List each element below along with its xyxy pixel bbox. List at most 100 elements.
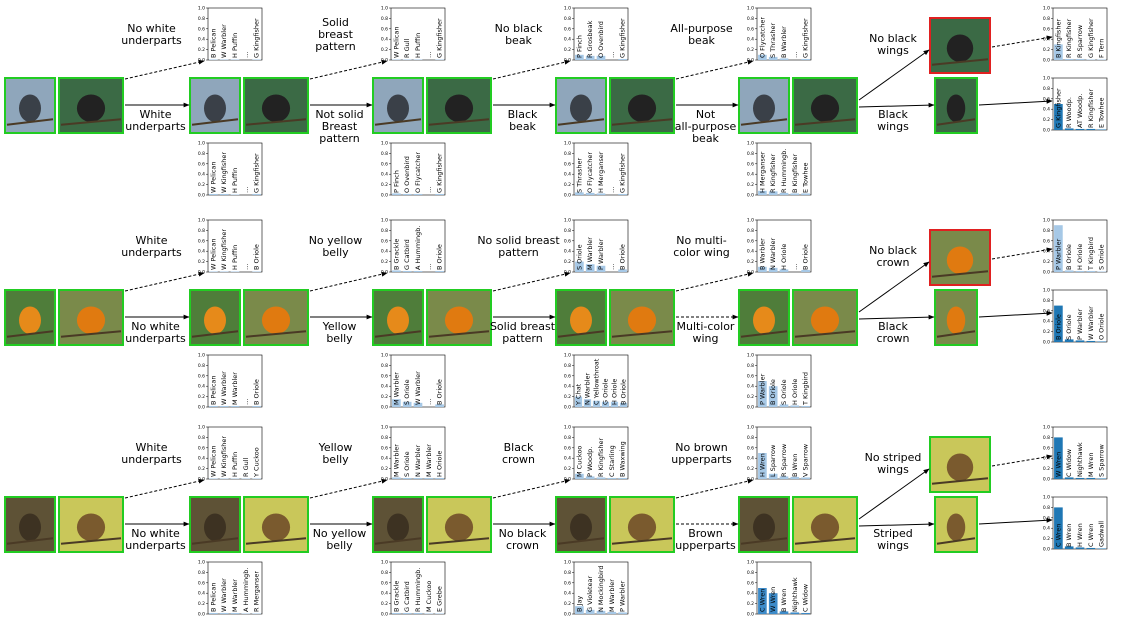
y-tick-label: 1.0 [381, 218, 388, 224]
category-label: M Warbler [608, 579, 616, 612]
category-label: S Sparrow [1098, 444, 1106, 477]
y-tick-label: 0.8 [381, 570, 388, 576]
y-tick-label: 0.6 [381, 161, 388, 167]
photo-subject [947, 95, 965, 123]
y-tick-label: 0.8 [381, 151, 388, 157]
y-tick-label: 0.2 [381, 182, 388, 188]
bar [1097, 341, 1106, 342]
category-label: A Hummingb. [242, 568, 250, 612]
category-label: G Kingfisher [802, 18, 810, 58]
category-label: P Warbler [619, 580, 627, 612]
category-label: … [425, 187, 433, 194]
category-label: … [608, 52, 616, 59]
photo-subject [947, 454, 973, 482]
y-tick-label: 0.4 [564, 591, 571, 597]
category-label: W Kingfisher [220, 436, 228, 477]
y-tick-label: 0.6 [381, 580, 388, 586]
arrow [859, 469, 929, 519]
y-tick-label: 0.2 [564, 601, 571, 607]
bar [414, 59, 423, 60]
category-label: … [242, 399, 250, 406]
bar [403, 271, 412, 272]
y-tick-label: 0.4 [1043, 456, 1050, 462]
y-tick-label: 0.8 [747, 151, 754, 157]
y-tick-label: 0.8 [1043, 16, 1050, 22]
category-label: G Kingfisher [619, 153, 627, 193]
category-label: H Merganser [758, 151, 766, 193]
y-tick-label: 0.6 [564, 580, 571, 586]
y-tick-label: 1.0 [564, 353, 571, 359]
y-tick-label: 0.6 [198, 238, 205, 244]
arrow [676, 61, 753, 79]
bar [252, 406, 261, 407]
bar [801, 59, 810, 60]
category-label: B Jay [575, 596, 583, 612]
bar [1086, 271, 1095, 272]
category-label: R Hummingb. [780, 149, 788, 194]
photo-subject [204, 307, 226, 335]
y-tick-label: 1.0 [198, 141, 205, 147]
y-tick-label: 0.4 [747, 591, 754, 597]
y-tick-label: 0.4 [747, 384, 754, 390]
category-label: B Wren [780, 589, 788, 612]
category-label: … [608, 187, 616, 194]
category-label: Gadwall [1098, 521, 1106, 547]
category-label: G Kingfisher [253, 153, 261, 193]
y-tick-label: 0.8 [381, 228, 388, 234]
category-label: B Oriole [769, 379, 777, 405]
y-tick-label: 0.8 [564, 151, 571, 157]
bar [618, 478, 627, 479]
category-label: H Puffin [414, 33, 422, 58]
bar [801, 613, 810, 614]
category-label: B Oriole [436, 379, 444, 405]
bar [1097, 548, 1106, 549]
bar [1086, 478, 1095, 479]
y-tick-label: 0.2 [381, 466, 388, 472]
arrow [859, 524, 934, 526]
bar [435, 194, 444, 195]
category-label: R Woodp. [1065, 97, 1073, 128]
photo-subject [19, 95, 41, 123]
bar [231, 194, 240, 195]
category-label: Nighthawk [791, 577, 799, 612]
photo-subject [387, 514, 409, 542]
y-tick-label: 0.2 [381, 259, 388, 265]
y-tick-label: 1.0 [747, 560, 754, 566]
bar [618, 59, 627, 60]
bar [1097, 478, 1106, 479]
category-label: W Warbler [414, 371, 422, 405]
y-tick-label: 0.4 [564, 384, 571, 390]
edge-label: wings [877, 120, 909, 133]
category-label: B Oriole [436, 244, 444, 270]
photo-subject [204, 95, 226, 123]
bar [1076, 478, 1085, 479]
category-label: V Sparrow [802, 443, 810, 477]
bar [392, 613, 401, 614]
photo-subject [77, 514, 105, 542]
y-tick-label: 0.6 [381, 373, 388, 379]
category-label: S Oriole [575, 244, 583, 270]
bar [414, 271, 423, 272]
category-label: H Merganser [597, 151, 605, 193]
y-tick-label: 0.0 [198, 193, 205, 199]
y-tick-label: 0.0 [381, 612, 388, 618]
photo-subject [387, 95, 409, 123]
category-label: … [425, 52, 433, 59]
category-label: P Warbler [758, 373, 766, 405]
y-tick-label: 0.6 [198, 373, 205, 379]
y-tick-label: 1.0 [1043, 218, 1050, 224]
arrow [859, 105, 934, 107]
category-label: O Ovenbird [597, 21, 605, 58]
category-label: R Gull [403, 38, 411, 58]
edge-label: upperparts [675, 539, 736, 552]
category-label: Nighthawk [1076, 442, 1084, 477]
category-label: M Warbler [586, 237, 594, 270]
arrow [859, 50, 929, 100]
edge-label: pattern [498, 246, 538, 259]
y-tick-label: 0.6 [1043, 96, 1050, 102]
y-tick-label: 1.0 [564, 560, 571, 566]
category-label: … [242, 264, 250, 271]
category-label: W Warbler [220, 578, 228, 612]
y-tick-label: 0.4 [198, 172, 205, 178]
photo-subject [947, 247, 973, 275]
